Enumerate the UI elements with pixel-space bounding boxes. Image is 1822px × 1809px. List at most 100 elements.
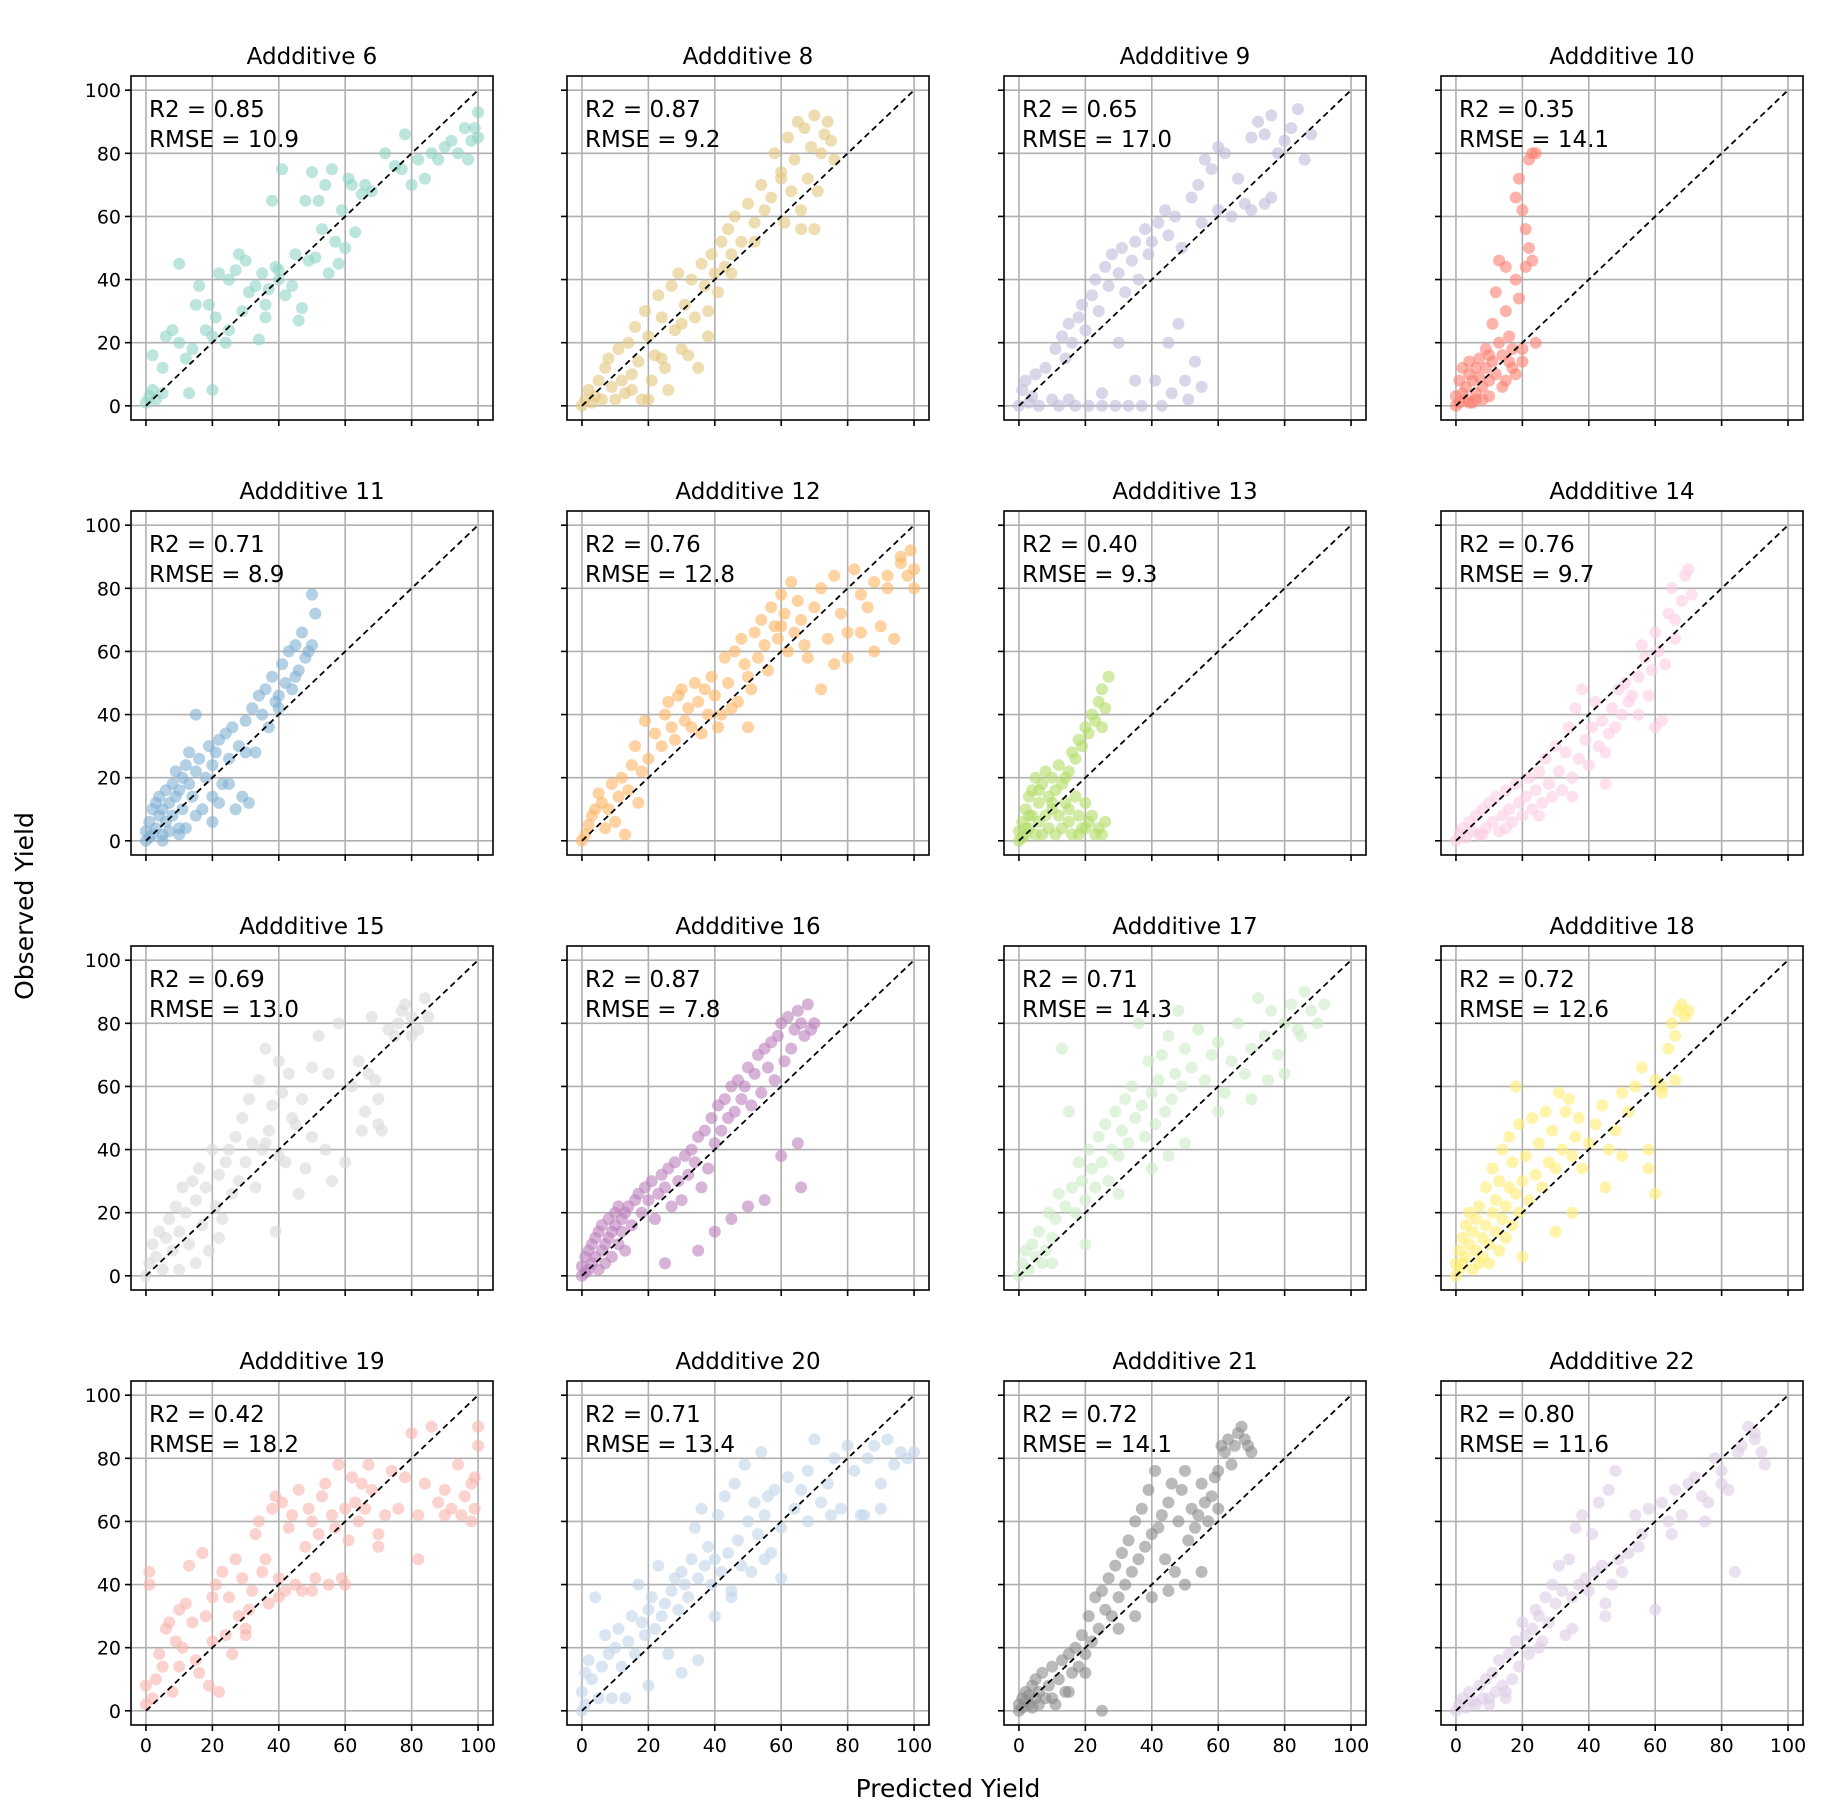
- data-point: [389, 1029, 401, 1042]
- data-point: [675, 317, 688, 330]
- data-point: [815, 582, 828, 595]
- data-point: [725, 248, 738, 261]
- y-tick-label: 100: [85, 1385, 121, 1407]
- data-point: [259, 298, 272, 311]
- data-point: [629, 740, 642, 753]
- identity-line: [145, 959, 479, 1277]
- data-point: [1145, 1591, 1158, 1604]
- data-point: [815, 1496, 828, 1509]
- data-point: [1295, 1029, 1308, 1042]
- data-point: [722, 677, 735, 689]
- data-point: [828, 1452, 841, 1465]
- data-point: [848, 1464, 861, 1477]
- data-point: [798, 122, 811, 135]
- data-point: [622, 1635, 635, 1648]
- data-point: [1152, 1521, 1165, 1534]
- subplot-title: Addditive 15: [239, 914, 384, 940]
- data-point: [179, 1206, 192, 1219]
- data-point: [1172, 1004, 1185, 1017]
- data-point: [1129, 374, 1142, 387]
- data-point: [1526, 1112, 1539, 1124]
- data-point: [1062, 317, 1075, 330]
- data-point: [372, 1528, 385, 1541]
- data-point: [1526, 254, 1539, 267]
- x-tick-label: 100: [460, 1735, 496, 1757]
- data-point: [821, 1477, 834, 1490]
- data-point: [1632, 670, 1645, 683]
- data-point: [1489, 1194, 1502, 1207]
- data-point: [788, 153, 801, 166]
- data-point: [276, 658, 289, 671]
- data-point: [223, 1591, 235, 1604]
- data-point: [758, 639, 771, 652]
- data-point: [173, 257, 186, 270]
- data-point: [1579, 1572, 1592, 1585]
- data-point: [1092, 305, 1105, 318]
- data-point: [1516, 204, 1529, 217]
- data-point: [1072, 828, 1085, 841]
- data-point: [708, 1553, 721, 1566]
- data-point: [629, 320, 642, 333]
- data-point: [1115, 1124, 1128, 1137]
- data-point: [728, 210, 741, 223]
- data-point: [1655, 1496, 1668, 1509]
- data-point: [1689, 1471, 1702, 1484]
- data-point: [1569, 1521, 1582, 1534]
- data-point: [1509, 1187, 1522, 1200]
- data-point: [742, 1200, 754, 1213]
- data-point: [1175, 1080, 1188, 1093]
- data-point: [1179, 1137, 1191, 1150]
- r2-annotation: R2 = 0.71: [1022, 967, 1138, 993]
- data-point: [1699, 1515, 1711, 1528]
- data-point: [262, 1597, 275, 1610]
- data-point: [359, 1105, 372, 1118]
- x-tick-label: 40: [703, 1735, 727, 1757]
- data-point: [189, 298, 202, 311]
- data-point: [908, 1446, 921, 1458]
- subplot-11: Addditive 17 R2 = 0.71 RMSE = 14.3: [998, 914, 1367, 1296]
- data-point: [1205, 163, 1218, 176]
- data-point: [841, 626, 854, 639]
- data-point: [1616, 708, 1628, 721]
- subplot-15: 0 20 40 60 80 100 Addditive 21 R2 = 0.72 RMSE = …: [998, 1349, 1369, 1757]
- data-point: [319, 178, 332, 191]
- data-point: [213, 1685, 225, 1698]
- data-point: [649, 1213, 661, 1225]
- data-point: [1546, 1578, 1559, 1591]
- data-point: [379, 147, 392, 160]
- data-point: [1099, 260, 1112, 273]
- data-point: [1539, 1591, 1552, 1604]
- data-point: [1566, 771, 1579, 784]
- data-point: [1506, 343, 1519, 355]
- data-point: [365, 1011, 378, 1023]
- data-point: [788, 626, 801, 639]
- data-point: [399, 128, 411, 141]
- data-point: [718, 1093, 731, 1106]
- data-point: [662, 384, 675, 396]
- data-point: [246, 702, 259, 715]
- data-point: [705, 1112, 718, 1124]
- axes-frame: [1440, 75, 1804, 421]
- data-point: [1089, 273, 1102, 286]
- data-point: [139, 1679, 152, 1692]
- data-point: [1533, 1137, 1545, 1150]
- data-point: [1499, 305, 1512, 318]
- data-point: [272, 702, 285, 715]
- data-point: [329, 235, 342, 248]
- data-point: [279, 289, 292, 302]
- data-point: [1129, 1112, 1142, 1124]
- data-point: [1089, 828, 1102, 841]
- data-point: [659, 1181, 671, 1194]
- data-point: [1112, 1622, 1125, 1635]
- data-point: [685, 721, 698, 734]
- data-point: [1135, 399, 1148, 412]
- data-point: [468, 122, 481, 135]
- subplot-title: Addditive 18: [1549, 914, 1694, 940]
- data-point: [1503, 1648, 1516, 1660]
- data-point: [269, 1225, 282, 1238]
- data-point: [642, 393, 655, 406]
- data-point: [692, 361, 705, 374]
- data-point: [735, 1559, 748, 1572]
- data-point: [795, 223, 808, 236]
- data-point: [605, 778, 618, 790]
